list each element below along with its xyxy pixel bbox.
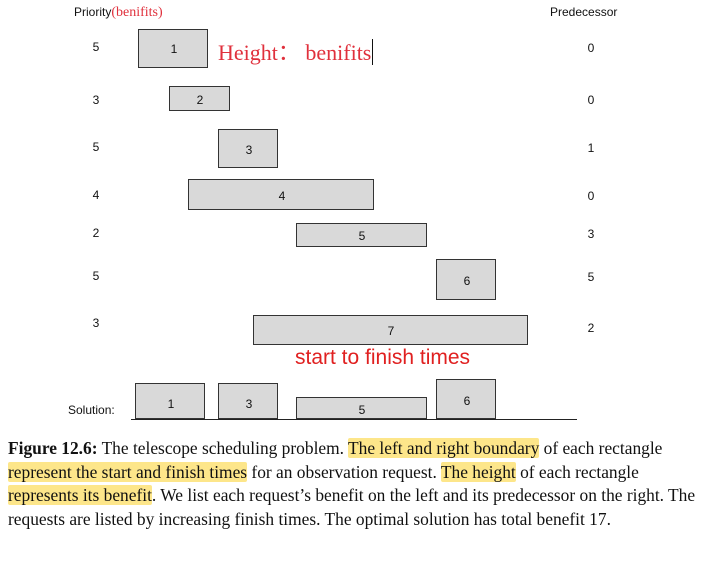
request-rect-5-label: 5 [358, 229, 366, 243]
predecessor-row-2: 0 [587, 93, 595, 107]
request-rect-4: 4 [188, 179, 374, 210]
request-rect-2: 2 [169, 86, 230, 111]
caption-figure-number: Figure 12.6: [8, 438, 98, 458]
solution-label: Solution: [68, 403, 115, 417]
solution-rect-5: 5 [296, 397, 427, 419]
caption-text-2: of each rectangle [539, 438, 663, 458]
predecessor-row-3: 1 [587, 141, 595, 155]
caption-text-3: for an observation request. [247, 461, 441, 482]
priority-label: Priority [74, 5, 112, 19]
priority-row-6: 5 [92, 269, 100, 283]
priority-row-7: 3 [92, 316, 100, 330]
predecessor-row-6: 5 [587, 270, 595, 284]
height-annotation-text: Height： benifits [218, 40, 372, 65]
figure-caption: Figure 12.6: The telescope scheduling pr… [8, 437, 698, 531]
solution-baseline [131, 419, 577, 420]
predecessor-row-1: 0 [587, 41, 595, 55]
caption-text-5: . We list each request’s benefit on the … [8, 485, 696, 529]
solution-rect-5-label: 5 [358, 403, 366, 417]
solution-rect-1: 1 [135, 383, 205, 419]
request-rect-7: 7 [253, 315, 528, 345]
caption-text-4: of each rectangle [515, 461, 639, 482]
caption-highlight-3: The height [440, 461, 516, 482]
predecessor-row-7: 2 [587, 321, 595, 335]
request-rect-7-label: 7 [387, 324, 395, 338]
priority-row-3: 5 [92, 140, 100, 154]
caption-highlight-2: represent the start and finish times [8, 461, 248, 482]
priority-row-2: 3 [92, 93, 100, 107]
request-rect-2-label: 2 [196, 93, 204, 107]
request-rect-3-label: 3 [245, 143, 253, 157]
predecessor-row-5: 3 [587, 227, 595, 241]
caption-text-1: The telescope scheduling problem. [97, 438, 349, 458]
text-cursor [372, 39, 374, 65]
caption-highlight-1: The left and right boundary [348, 438, 540, 458]
request-rect-6-label: 6 [463, 274, 471, 288]
times-annotation: start to finish times [295, 346, 471, 369]
request-rect-1: 1 [138, 29, 208, 68]
request-rect-4-label: 4 [278, 189, 286, 203]
predecessor-row-4: 0 [587, 189, 595, 203]
solution-rect-3: 3 [218, 383, 278, 419]
priority-header: Priority(benifits) [74, 5, 163, 21]
priority-note: (benifits) [111, 5, 163, 20]
height-annotation: Height： benifits [218, 35, 374, 67]
request-rect-1-label: 1 [170, 42, 178, 56]
solution-rect-6-label: 6 [463, 394, 471, 408]
request-rect-5: 5 [296, 223, 427, 247]
priority-row-4: 4 [92, 188, 100, 202]
request-rect-3: 3 [218, 129, 278, 168]
solution-rect-1-label: 1 [167, 397, 175, 411]
priority-row-1: 5 [92, 40, 100, 54]
predecessor-header: Predecessor [550, 5, 618, 19]
solution-rect-6: 6 [436, 379, 496, 419]
solution-rect-3-label: 3 [245, 397, 253, 411]
request-rect-6: 6 [436, 259, 496, 300]
priority-row-5: 2 [92, 226, 100, 240]
caption-highlight-4: represents its benefit [8, 485, 152, 505]
